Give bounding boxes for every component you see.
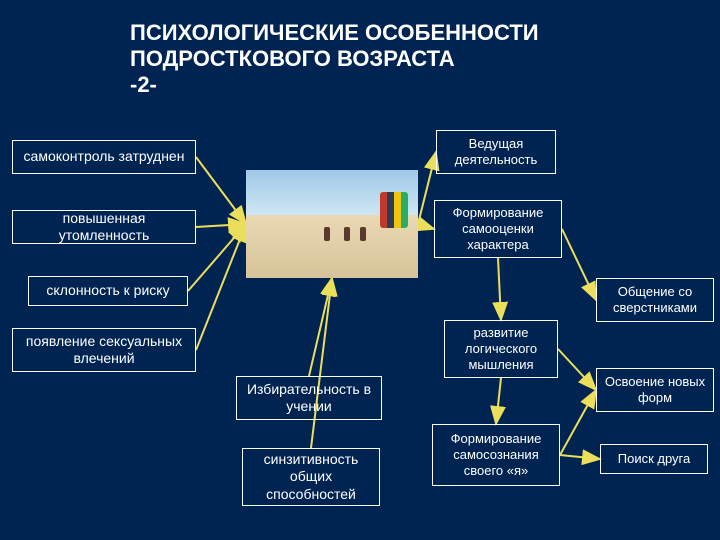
edge bbox=[562, 229, 596, 300]
node-n2: повышенная утомленность bbox=[12, 210, 196, 244]
edge bbox=[560, 455, 600, 459]
edge bbox=[418, 224, 434, 229]
node-n13: Поиск друга bbox=[600, 444, 708, 474]
node-n1: самоконтроль затруднен bbox=[12, 140, 196, 174]
edge bbox=[188, 224, 246, 291]
edge bbox=[196, 224, 246, 227]
node-n6: синзитивность общих способностей bbox=[242, 448, 380, 506]
edge bbox=[498, 258, 501, 320]
edge bbox=[496, 378, 501, 424]
node-n7: Ведущая деятельность bbox=[436, 130, 556, 174]
center-photo bbox=[246, 170, 418, 278]
node-n12: Освоение новых форм bbox=[596, 368, 714, 412]
edge bbox=[558, 349, 596, 390]
edge bbox=[309, 278, 332, 376]
node-n9: развитие логического мышления bbox=[444, 320, 558, 378]
slide: ПСИХОЛОГИЧЕСКИЕ ОСОБЕННОСТИ ПОДРОСТКОВОГ… bbox=[0, 0, 720, 540]
node-n5: Избирательность в учении bbox=[236, 376, 382, 420]
edge bbox=[560, 390, 596, 455]
slide-title: ПСИХОЛОГИЧЕСКИЕ ОСОБЕННОСТИ ПОДРОСТКОВОГ… bbox=[130, 20, 630, 98]
edge bbox=[311, 278, 332, 448]
node-n11: Общение со сверстниками bbox=[596, 278, 714, 322]
edge bbox=[196, 224, 246, 350]
node-n10: Формирование самосознания своего «я» bbox=[432, 424, 560, 486]
node-n8: Формирование самооценки характера bbox=[434, 200, 562, 258]
node-n4: появление сексуальных влечений bbox=[12, 328, 196, 372]
node-n3: склонность к риску bbox=[28, 276, 188, 306]
edge bbox=[196, 157, 246, 224]
